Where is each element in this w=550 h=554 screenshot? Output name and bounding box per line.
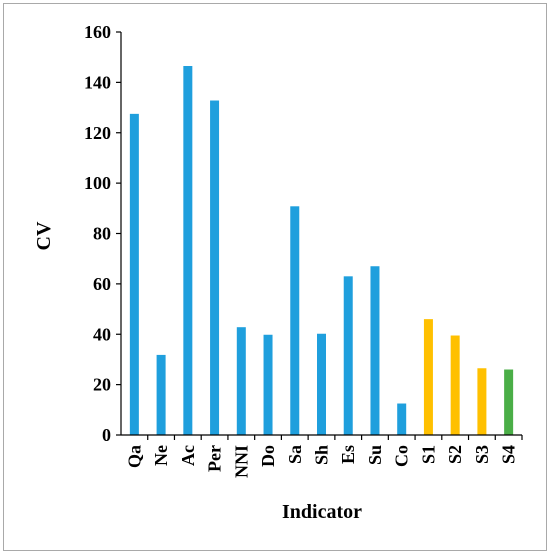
bar-qa — [129, 113, 139, 435]
x-tick-label-s3: S3 — [472, 445, 492, 464]
y-tick-label: 100 — [84, 173, 111, 193]
bars-group — [129, 66, 514, 436]
bar-su — [370, 266, 380, 435]
x-tick-label-s2: S2 — [445, 445, 465, 464]
x-tick-label-sa: Sa — [285, 445, 305, 464]
y-tick-label: 160 — [84, 22, 111, 42]
y-tick-label: 20 — [93, 375, 111, 395]
x-axis-title: Indicator — [282, 501, 362, 523]
x-tick-label-s1: S1 — [418, 445, 438, 464]
x-tick-label-ne: Ne — [151, 445, 171, 466]
x-tick-label-do: Do — [258, 445, 278, 467]
y-ticks-group: 0 20 40 60 80 100 120 140 160 — [84, 22, 121, 445]
y-tick-label: 40 — [93, 324, 111, 344]
x-tick-label-su: Su — [365, 445, 385, 465]
bar-s2 — [450, 335, 460, 435]
x-tick-label-per: Per — [205, 445, 225, 472]
y-axis-title: CV — [33, 221, 55, 250]
x-tick-label-nni: NNI — [231, 445, 251, 478]
y-tick-label: 140 — [84, 72, 111, 92]
bar-nni — [236, 327, 246, 435]
x-tick-label-sh: Sh — [312, 445, 332, 465]
x-tick-label-qa: Qa — [124, 445, 144, 468]
x-tick-label-s4: S4 — [499, 445, 519, 464]
x-tick-label-co: Co — [392, 445, 412, 467]
y-tick-label: 0 — [102, 425, 111, 445]
y-tick-label: 60 — [93, 274, 111, 294]
bar-es — [343, 276, 353, 435]
y-tick-label: 120 — [84, 123, 111, 143]
bar-do — [263, 334, 273, 435]
bar-co — [397, 403, 407, 435]
bar-s3 — [477, 368, 487, 435]
y-tick-label: 80 — [93, 224, 111, 244]
bar-s1 — [423, 319, 433, 435]
chart-frame — [3, 3, 547, 551]
x-ticks-group: Qa Ne Ac Per NNI Do Sa Sh Es Su Co S1 S2 S3 S4 — [124, 435, 523, 478]
x-tick-label-ac: Ac — [178, 445, 198, 466]
bar-per — [210, 100, 220, 435]
bar-ac — [183, 66, 193, 436]
bar-sh — [317, 333, 326, 435]
x-tick-label-es: Es — [338, 445, 358, 464]
bar-sa — [290, 206, 300, 435]
bar-s4 — [504, 369, 514, 435]
bar-ne — [156, 354, 166, 435]
